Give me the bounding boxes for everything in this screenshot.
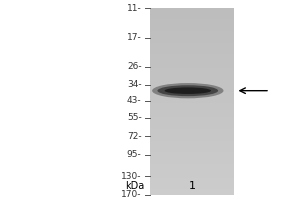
Bar [150,71,234,73]
Bar [150,159,234,162]
Bar [150,29,234,31]
Bar [150,152,234,155]
Text: 11-: 11- [127,4,142,13]
Bar [150,122,234,125]
Bar [150,99,234,101]
Bar [150,148,234,150]
Text: 34-: 34- [127,80,142,89]
Bar [150,26,234,29]
Bar [150,94,234,97]
Bar [150,31,234,34]
Bar [150,96,234,99]
Bar [150,145,234,148]
Bar [150,166,234,169]
Bar [150,127,234,129]
Bar [150,113,234,115]
Text: 1: 1 [188,181,196,191]
Bar [150,78,234,80]
Bar [150,43,234,45]
Bar [150,64,234,66]
Bar [150,92,234,94]
Bar [150,68,234,71]
Bar [150,38,234,41]
Bar [150,10,234,13]
Bar [150,129,234,132]
Text: kDa: kDa [125,181,144,191]
Bar [150,182,234,185]
Ellipse shape [158,85,218,96]
Bar [150,17,234,20]
Bar [150,115,234,118]
Bar [150,106,234,108]
Text: 17-: 17- [127,33,142,42]
Bar [150,66,234,69]
Bar [150,15,234,17]
Bar [150,87,234,90]
Ellipse shape [152,83,224,98]
Bar [150,131,234,134]
Bar [150,117,234,120]
Text: 55-: 55- [127,113,142,122]
Bar [150,110,234,113]
Bar [150,75,234,78]
Bar [150,47,234,50]
Bar [150,22,234,24]
Bar [150,103,234,106]
Bar [150,136,234,139]
Bar [150,164,234,167]
Bar [150,185,234,188]
Bar [150,33,234,36]
Bar [150,162,234,164]
Bar [150,40,234,43]
Bar [150,134,234,136]
Bar [150,12,234,15]
Bar [150,192,234,195]
Bar [150,138,234,141]
Bar [150,50,234,52]
Text: 26-: 26- [127,62,142,71]
Bar [150,52,234,55]
Bar [150,73,234,76]
Bar [150,173,234,176]
Bar [150,124,234,127]
Bar [150,54,234,57]
Bar [150,157,234,160]
Bar [150,155,234,157]
Bar [150,141,234,143]
Text: 170-: 170- [121,190,142,199]
Bar [150,59,234,62]
Bar [150,178,234,181]
Bar [150,57,234,59]
Ellipse shape [165,87,211,94]
Bar [150,120,234,122]
Bar [150,61,234,64]
Bar [150,150,234,153]
Bar [150,45,234,48]
Bar [150,187,234,190]
Bar [150,80,234,83]
Bar [150,24,234,27]
Bar [150,101,234,104]
Bar [150,189,234,192]
Text: 130-: 130- [121,172,142,181]
Text: 95-: 95- [127,150,142,159]
Bar [150,8,234,10]
Bar [150,85,234,87]
Bar [150,175,234,178]
Bar [150,108,234,111]
Bar [150,89,234,92]
Text: 43-: 43- [127,96,142,105]
Text: 72-: 72- [127,132,142,141]
Bar [150,19,234,22]
Bar [150,36,234,38]
Bar [150,143,234,146]
Bar [150,180,234,183]
Bar [150,171,234,174]
Bar [150,168,234,171]
Bar [150,82,234,85]
